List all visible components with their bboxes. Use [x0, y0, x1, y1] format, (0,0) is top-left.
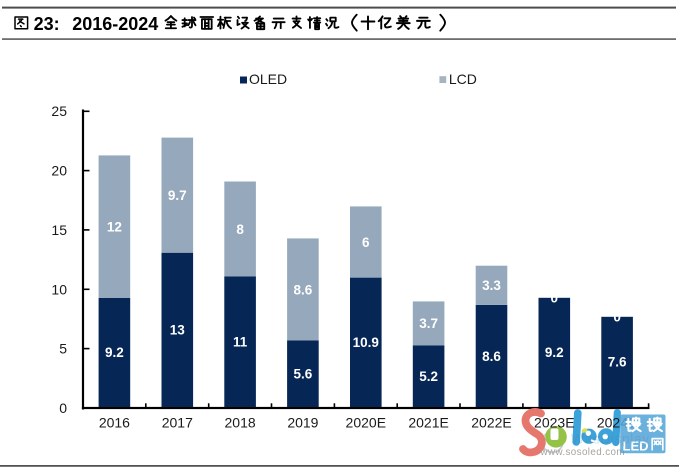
svg-text:0: 0	[551, 291, 559, 306]
svg-text:2016-2024: 2016-2024	[72, 14, 158, 34]
svg-text:3.7: 3.7	[419, 316, 438, 331]
svg-text:2017: 2017	[162, 414, 193, 430]
svg-text:0: 0	[613, 310, 621, 325]
svg-text:12: 12	[107, 219, 122, 234]
svg-text:5: 5	[59, 341, 67, 357]
svg-text:2016: 2016	[99, 414, 130, 430]
svg-text:0: 0	[59, 400, 67, 416]
svg-text:2020E: 2020E	[346, 414, 386, 430]
svg-text:2019: 2019	[287, 414, 318, 430]
svg-text:7.6: 7.6	[608, 355, 627, 370]
svg-text:9.2: 9.2	[545, 345, 564, 360]
svg-text:OLED: OLED	[249, 71, 287, 87]
svg-text:8.6: 8.6	[294, 282, 313, 297]
svg-text:3.3: 3.3	[482, 278, 501, 293]
svg-text:10: 10	[51, 281, 67, 297]
svg-text:10.9: 10.9	[353, 335, 379, 350]
svg-text:www.sosoled.com: www.sosoled.com	[540, 447, 625, 458]
svg-text:9.7: 9.7	[168, 188, 187, 203]
svg-text:20: 20	[51, 163, 67, 179]
svg-text:2023E: 2023E	[534, 414, 574, 430]
svg-text:2021E: 2021E	[408, 414, 448, 430]
svg-text:9.2: 9.2	[105, 345, 124, 360]
svg-text:5.6: 5.6	[294, 367, 313, 382]
svg-text:LCD: LCD	[449, 71, 477, 87]
svg-text:2022E: 2022E	[471, 414, 511, 430]
svg-text:15: 15	[51, 222, 67, 238]
svg-text:13: 13	[170, 323, 186, 338]
svg-text:2018: 2018	[225, 414, 256, 430]
svg-text:25: 25	[51, 103, 67, 119]
svg-text:WitsDisplay: WitsDisplay	[571, 431, 650, 447]
svg-text:8.6: 8.6	[482, 349, 501, 364]
svg-text:11: 11	[233, 335, 248, 350]
svg-text:23:: 23:	[34, 14, 60, 34]
svg-text:6: 6	[362, 235, 370, 250]
svg-text:5.2: 5.2	[419, 369, 438, 384]
svg-text:LED: LED	[623, 439, 649, 454]
svg-text:8: 8	[236, 222, 244, 237]
